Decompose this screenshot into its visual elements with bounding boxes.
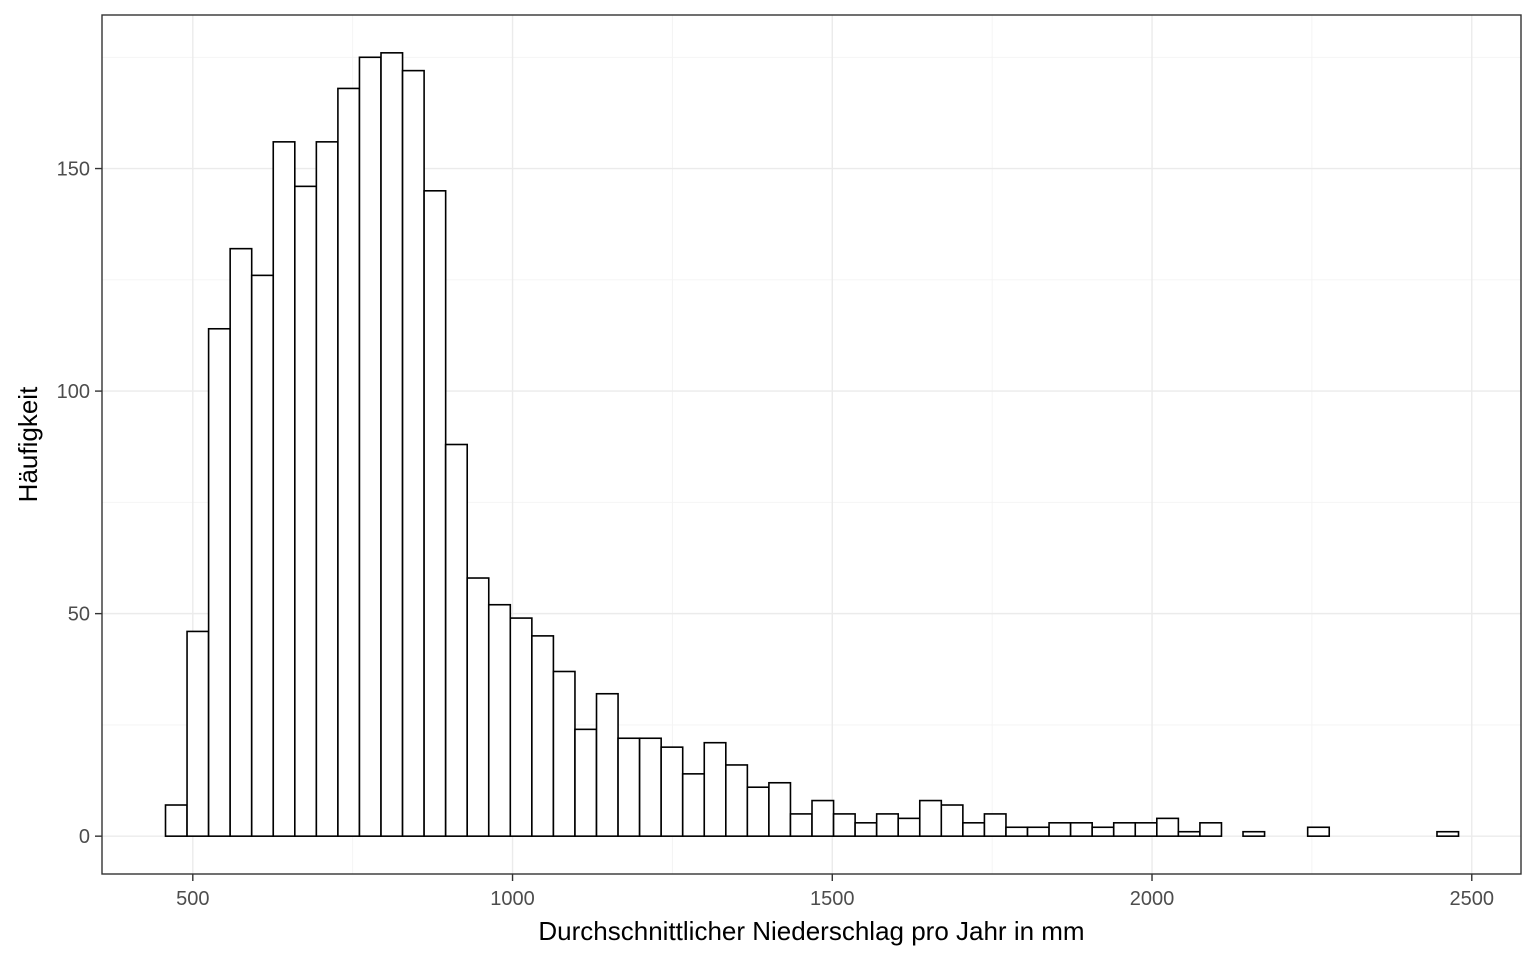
x-axis-title: Durchschnittlicher Niederschlag pro Jahr… — [538, 916, 1084, 946]
axis-tick-labels: 500 1000 1500 2000 2500 0 50 100 150 — [57, 159, 1494, 910]
histogram-bar — [186, 630, 210, 837]
histogram-bar — [1112, 822, 1137, 837]
histogram-bar — [1005, 826, 1029, 837]
histogram-bar — [703, 741, 727, 837]
histogram-bar — [509, 617, 533, 837]
y-axis-title: Häufigkeit — [13, 386, 43, 502]
y-tick-label: 100 — [57, 381, 90, 403]
histogram-bar — [681, 773, 706, 837]
histogram-bar — [552, 670, 576, 837]
histogram-bar — [1199, 822, 1223, 837]
histogram-bar — [315, 141, 339, 837]
histogram-bar — [811, 799, 835, 837]
histogram-bar — [466, 577, 490, 837]
histogram-bar — [940, 804, 964, 837]
histogram-bar — [1048, 822, 1072, 837]
histogram-bar — [832, 813, 856, 837]
histogram-bar — [272, 141, 296, 837]
axis-ticks — [95, 167, 1473, 881]
histogram-bar — [229, 247, 253, 837]
histogram-bar — [1026, 826, 1050, 837]
y-tick-label: 50 — [68, 604, 90, 626]
histogram-bar — [164, 804, 188, 837]
histogram-bar — [768, 781, 792, 837]
histogram-bar — [918, 799, 943, 837]
histogram-bar — [983, 813, 1007, 837]
histogram-bar — [531, 635, 555, 837]
histogram-bar — [897, 817, 921, 837]
histogram-bar — [875, 813, 900, 837]
histogram-bar — [746, 786, 770, 837]
y-tick-label: 0 — [79, 826, 90, 848]
x-tick-label: 1000 — [490, 888, 535, 910]
histogram-bar — [1177, 830, 1201, 837]
histogram-bar — [595, 692, 619, 837]
histogram-bar — [401, 69, 425, 837]
histogram-bar — [1156, 817, 1180, 837]
histogram-bar — [617, 737, 641, 837]
x-tick-label: 1500 — [810, 888, 855, 910]
x-tick-label: 2500 — [1450, 888, 1495, 910]
histogram-bar — [444, 443, 469, 837]
histogram-bar — [1242, 830, 1266, 837]
histogram-bar — [423, 190, 447, 837]
histogram-bar — [337, 87, 361, 837]
histogram-bar — [207, 327, 231, 837]
histogram-bar — [725, 764, 749, 837]
panel-border — [101, 14, 1522, 875]
histogram-bar — [358, 56, 382, 837]
histogram-bar — [1069, 822, 1093, 837]
histogram-bar — [638, 737, 662, 837]
histogram-bar — [789, 813, 813, 837]
histogram-bar — [1134, 822, 1158, 837]
histogram-bars — [164, 52, 1460, 837]
histogram-bar — [487, 603, 512, 837]
histogram-bar — [574, 728, 598, 837]
histogram-bar — [1436, 830, 1460, 837]
histogram-bar — [1306, 826, 1331, 837]
histogram-bar — [250, 274, 275, 837]
histogram-bar — [294, 185, 318, 837]
histogram-bar — [660, 746, 684, 837]
histogram-bar — [380, 52, 404, 837]
histogram-bar — [962, 822, 986, 837]
x-tick-label: 2000 — [1130, 888, 1175, 910]
histogram-bar — [854, 822, 878, 837]
x-tick-label: 500 — [176, 888, 209, 910]
histogram-bar — [1091, 826, 1115, 837]
y-tick-label: 150 — [57, 159, 90, 181]
